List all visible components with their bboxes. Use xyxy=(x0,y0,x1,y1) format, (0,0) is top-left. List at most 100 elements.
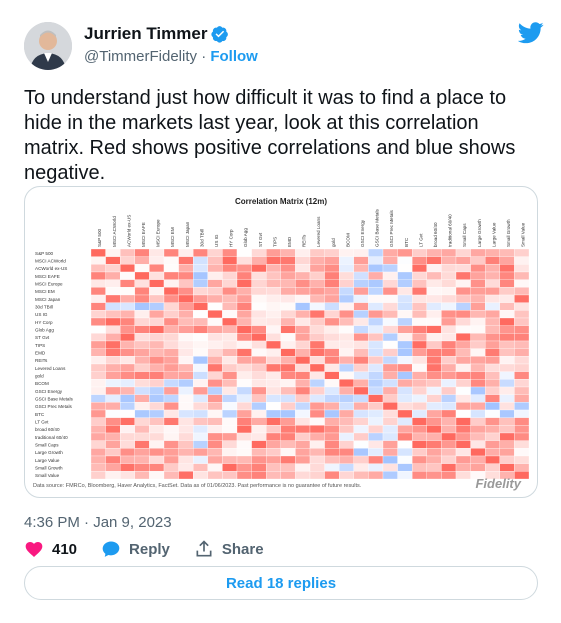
matrix-cell xyxy=(324,325,340,334)
matrix-cell xyxy=(368,279,384,288)
share-button[interactable]: Share xyxy=(194,539,264,559)
matrix-cell xyxy=(222,371,238,380)
matrix-cell xyxy=(324,248,340,257)
matrix-cell xyxy=(514,379,530,388)
matrix-cell xyxy=(105,264,121,273)
matrix-row-label: Glob Agg xyxy=(35,327,54,332)
matrix-cell xyxy=(280,363,296,372)
like-button[interactable]: 410 xyxy=(24,539,77,559)
matrix-cell xyxy=(193,409,208,418)
matrix-cell xyxy=(105,471,121,480)
matrix-cell xyxy=(90,333,106,342)
matrix-cell xyxy=(455,432,471,441)
matrix-cell xyxy=(309,348,325,357)
matrix-row-label: 30d TBill xyxy=(35,304,53,309)
matrix-cell xyxy=(120,333,135,342)
matrix-cell xyxy=(105,417,121,426)
matrix-cell xyxy=(90,455,106,464)
matrix-cell xyxy=(207,340,223,349)
matrix-cell xyxy=(441,363,457,372)
matrix-cell xyxy=(426,440,442,449)
matrix-cell xyxy=(514,440,530,449)
matrix-cell xyxy=(455,317,471,326)
matrix-cell xyxy=(236,394,252,403)
matrix-cell xyxy=(193,363,208,372)
matrix-cell xyxy=(251,271,267,280)
matrix-cell xyxy=(412,371,427,380)
matrix-cell xyxy=(353,271,369,280)
matrix-cell xyxy=(251,402,267,411)
matrix-cell xyxy=(134,440,150,449)
matrix-cell xyxy=(441,371,457,380)
matrix-cell xyxy=(236,310,252,319)
matrix-cell xyxy=(266,317,281,326)
matrix-cell xyxy=(178,279,194,288)
matrix-cell xyxy=(222,348,238,357)
matrix-cell xyxy=(353,448,369,457)
matrix-cell xyxy=(470,302,486,311)
matrix-column-label: LT Gvt xyxy=(418,233,423,247)
matrix-cell xyxy=(149,256,165,265)
matrix-cell xyxy=(382,417,398,426)
matrix-cell xyxy=(412,363,427,372)
matrix-cell xyxy=(120,448,135,457)
matrix-cell xyxy=(426,425,442,434)
author-display-name[interactable]: Jurrien Timmer xyxy=(84,24,208,43)
matrix-cell xyxy=(309,409,325,418)
matrix-cell xyxy=(149,379,165,388)
matrix-cell xyxy=(382,363,398,372)
matrix-cell xyxy=(397,302,413,311)
matrix-cell xyxy=(295,248,311,257)
author-handle[interactable]: @TimmerFidelity xyxy=(84,48,198,65)
matrix-cell xyxy=(397,379,413,388)
matrix-cell xyxy=(295,256,311,265)
matrix-cell xyxy=(134,379,150,388)
matrix-cell xyxy=(207,256,223,265)
matrix-cell xyxy=(236,356,252,365)
matrix-cell xyxy=(470,256,486,265)
matrix-cell xyxy=(470,386,486,395)
matrix-cell xyxy=(324,455,340,464)
avatar[interactable] xyxy=(24,22,72,70)
matrix-cell xyxy=(426,417,442,426)
matrix-cell xyxy=(280,425,296,434)
tweet-timestamp[interactable]: 4:36 PM · Jan 9, 2023 xyxy=(24,514,172,531)
matrix-cell xyxy=(134,248,150,257)
matrix-cell xyxy=(222,409,238,418)
matrix-cell xyxy=(295,356,311,365)
matrix-cell xyxy=(149,440,165,449)
image-source-note: Data source: FMRCo, Bloomberg, Haver Ana… xyxy=(33,483,362,489)
matrix-cell xyxy=(397,256,413,265)
matrix-cell xyxy=(178,333,194,342)
matrix-cell xyxy=(514,356,530,365)
matrix-cell xyxy=(397,371,413,380)
matrix-cell xyxy=(324,440,340,449)
matrix-cell xyxy=(149,333,165,342)
matrix-cell xyxy=(353,455,369,464)
matrix-cell xyxy=(441,471,457,480)
matrix-cell xyxy=(426,348,442,357)
matrix-cell xyxy=(499,440,515,449)
matrix-cell xyxy=(455,333,471,342)
matrix-cell xyxy=(397,294,413,303)
matrix-cell xyxy=(324,417,340,426)
matrix-cell xyxy=(163,248,179,257)
matrix-cell xyxy=(382,471,398,480)
matrix-cell xyxy=(441,271,457,280)
matrix-cell xyxy=(426,394,442,403)
matrix-cell xyxy=(514,348,530,357)
matrix-cell xyxy=(485,379,500,388)
matrix-cell xyxy=(280,386,296,395)
matrix-cell xyxy=(178,409,194,418)
tweet-media-image[interactable]: Correlation Matrix (12m) S&P 500 MSCI ACW… xyxy=(24,186,538,498)
twitter-bird-icon[interactable] xyxy=(518,22,544,44)
reply-button[interactable]: Reply xyxy=(101,539,170,559)
matrix-cell xyxy=(441,455,457,464)
matrix-cell xyxy=(514,302,530,311)
matrix-cell xyxy=(339,448,354,457)
matrix-cell xyxy=(236,363,252,372)
matrix-cell xyxy=(339,340,354,349)
read-replies-button[interactable]: Read 18 replies xyxy=(24,566,538,600)
follow-button[interactable]: Follow xyxy=(210,48,258,65)
matrix-column-label: MSCI EM xyxy=(170,227,175,247)
